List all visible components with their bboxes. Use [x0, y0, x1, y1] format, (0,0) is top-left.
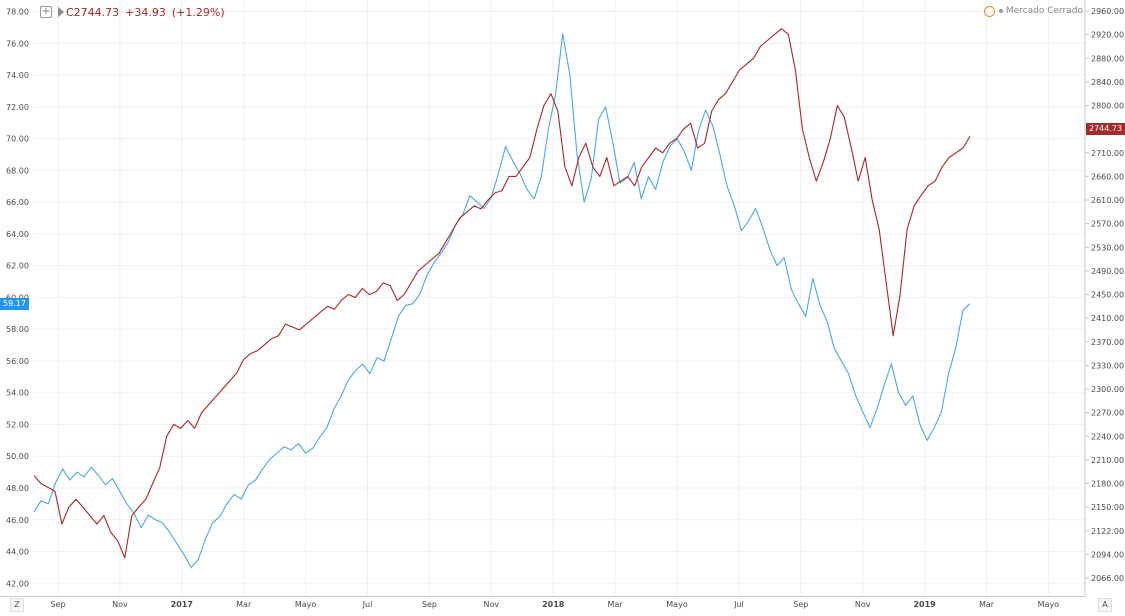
- right-tick-label: 2610.00: [1091, 196, 1124, 205]
- right-tick-label: 2240.00: [1091, 432, 1124, 441]
- blue-series-line[interactable]: [33, 33, 971, 568]
- time-tick-label: Mayo: [295, 600, 317, 609]
- corner-right-a[interactable]: A: [1098, 598, 1112, 612]
- time-tick-label: 2018: [542, 600, 565, 609]
- right-tick-label: 2300.00: [1091, 385, 1124, 394]
- corner-left-z[interactable]: Z: [10, 598, 24, 612]
- time-axis[interactable]: Sep Nov 2017 Mar Mayo Jul Sep Nov 2018 Mar Mayo Jul…: [50, 600, 1059, 609]
- left-tick-label: 46.00: [6, 516, 29, 525]
- plus-icon[interactable]: +: [40, 6, 52, 18]
- right-last-value-badge: 2744.73: [1086, 123, 1125, 135]
- right-tick-label: 2920.00: [1091, 31, 1124, 40]
- left-tick-label: 42.00: [6, 579, 29, 588]
- right-tick-label: 2450.00: [1091, 291, 1124, 300]
- right-tick-label: 2330.00: [1091, 361, 1124, 370]
- left-tick-label: 72.00: [6, 103, 29, 112]
- clock-icon: [983, 5, 995, 17]
- right-price-axis[interactable]: 2066.00 2094.00 2122.00 2150.00 2180.00 2210.…: [1085, 7, 1124, 583]
- time-tick-label: Jul: [362, 600, 373, 609]
- right-tick-label: 2490.00: [1091, 267, 1124, 276]
- right-tick-label: 2570.00: [1091, 220, 1124, 229]
- right-tick-label: 2210.00: [1091, 456, 1124, 465]
- right-tick-label: 2800.00: [1091, 102, 1124, 111]
- right-tick-label: 2410.00: [1091, 314, 1124, 323]
- left-price-axis[interactable]: 42.00 44.00 46.00 48.00 50.00 52.00 54.00 56.00…: [6, 8, 29, 589]
- left-tick-label: 70.00: [6, 135, 29, 144]
- right-tick-label: 2094.00: [1091, 550, 1124, 559]
- chart-series: [33, 28, 971, 568]
- time-tick-label: Mayo: [1038, 600, 1060, 609]
- right-tick-label: 2710.00: [1091, 149, 1124, 158]
- time-tick-label: Mar: [236, 600, 252, 609]
- time-tick-label: Mar: [608, 600, 624, 609]
- left-tick-label: 64.00: [6, 230, 29, 239]
- right-tick-label: 2180.00: [1091, 480, 1124, 489]
- flag-icon: [58, 7, 64, 17]
- left-tick-label: 58.00: [6, 325, 29, 334]
- right-tick-label: 2150.00: [1091, 503, 1124, 512]
- red-series-line[interactable]: [33, 28, 971, 559]
- left-tick-label: 52.00: [6, 420, 29, 429]
- chart-legend: + C2744.73 +34.93 (+1.29%): [40, 4, 231, 20]
- chart-grid: [34, 0, 1085, 596]
- right-tick-label: 2840.00: [1091, 78, 1124, 87]
- time-tick-label: Jul: [733, 600, 744, 609]
- left-tick-label: 74.00: [6, 71, 29, 80]
- left-tick-label: 60.00: [6, 293, 29, 302]
- time-tick-label: Mar: [979, 600, 995, 609]
- legend-symbol: C2744.73: [66, 5, 120, 19]
- left-tick-label: 44.00: [6, 548, 29, 557]
- legend-change-pct: (+1.29%): [171, 5, 225, 19]
- time-tick-label: Sep: [50, 600, 65, 609]
- right-tick-label: 2122.00: [1091, 527, 1124, 536]
- time-tick-label: Nov: [483, 600, 499, 609]
- left-last-value-badge: 59.17: [0, 298, 29, 310]
- right-tick-label: 2370.00: [1091, 338, 1124, 347]
- market-status: Mercado Cerrado: [983, 4, 1083, 18]
- status-dot-icon: [998, 9, 1003, 13]
- left-tick-label: 54.00: [6, 389, 29, 398]
- left-tick-label: 76.00: [6, 39, 29, 48]
- left-tick-label: 62.00: [6, 262, 29, 271]
- right-tick-label: 2066.00: [1091, 574, 1124, 583]
- market-status-text: Mercado Cerrado: [1005, 6, 1083, 16]
- left-tick-label: 56.00: [6, 357, 29, 366]
- right-tick-label: 2270.00: [1091, 409, 1124, 418]
- time-tick-label: 2019: [913, 600, 936, 609]
- left-tick-label: 48.00: [6, 484, 29, 493]
- time-tick-label: Mayo: [666, 600, 688, 609]
- left-tick-label: 50.00: [6, 452, 29, 461]
- left-tick-label: 68.00: [6, 166, 29, 175]
- time-tick-label: Nov: [112, 600, 128, 609]
- time-tick-label: Sep: [422, 600, 437, 609]
- left-tick-label: 66.00: [6, 198, 29, 207]
- right-tick-label: 2960.00: [1091, 7, 1124, 16]
- right-tick-label: 2880.00: [1091, 54, 1124, 63]
- time-tick-label: Sep: [793, 600, 808, 609]
- right-tick-label: 2530.00: [1091, 243, 1124, 252]
- time-tick-label: 2017: [171, 600, 193, 609]
- time-tick-label: Nov: [855, 600, 871, 609]
- legend-change: +34.93: [125, 5, 166, 19]
- left-tick-label: 78.00: [6, 8, 29, 17]
- right-tick-label: 2660.00: [1091, 172, 1124, 181]
